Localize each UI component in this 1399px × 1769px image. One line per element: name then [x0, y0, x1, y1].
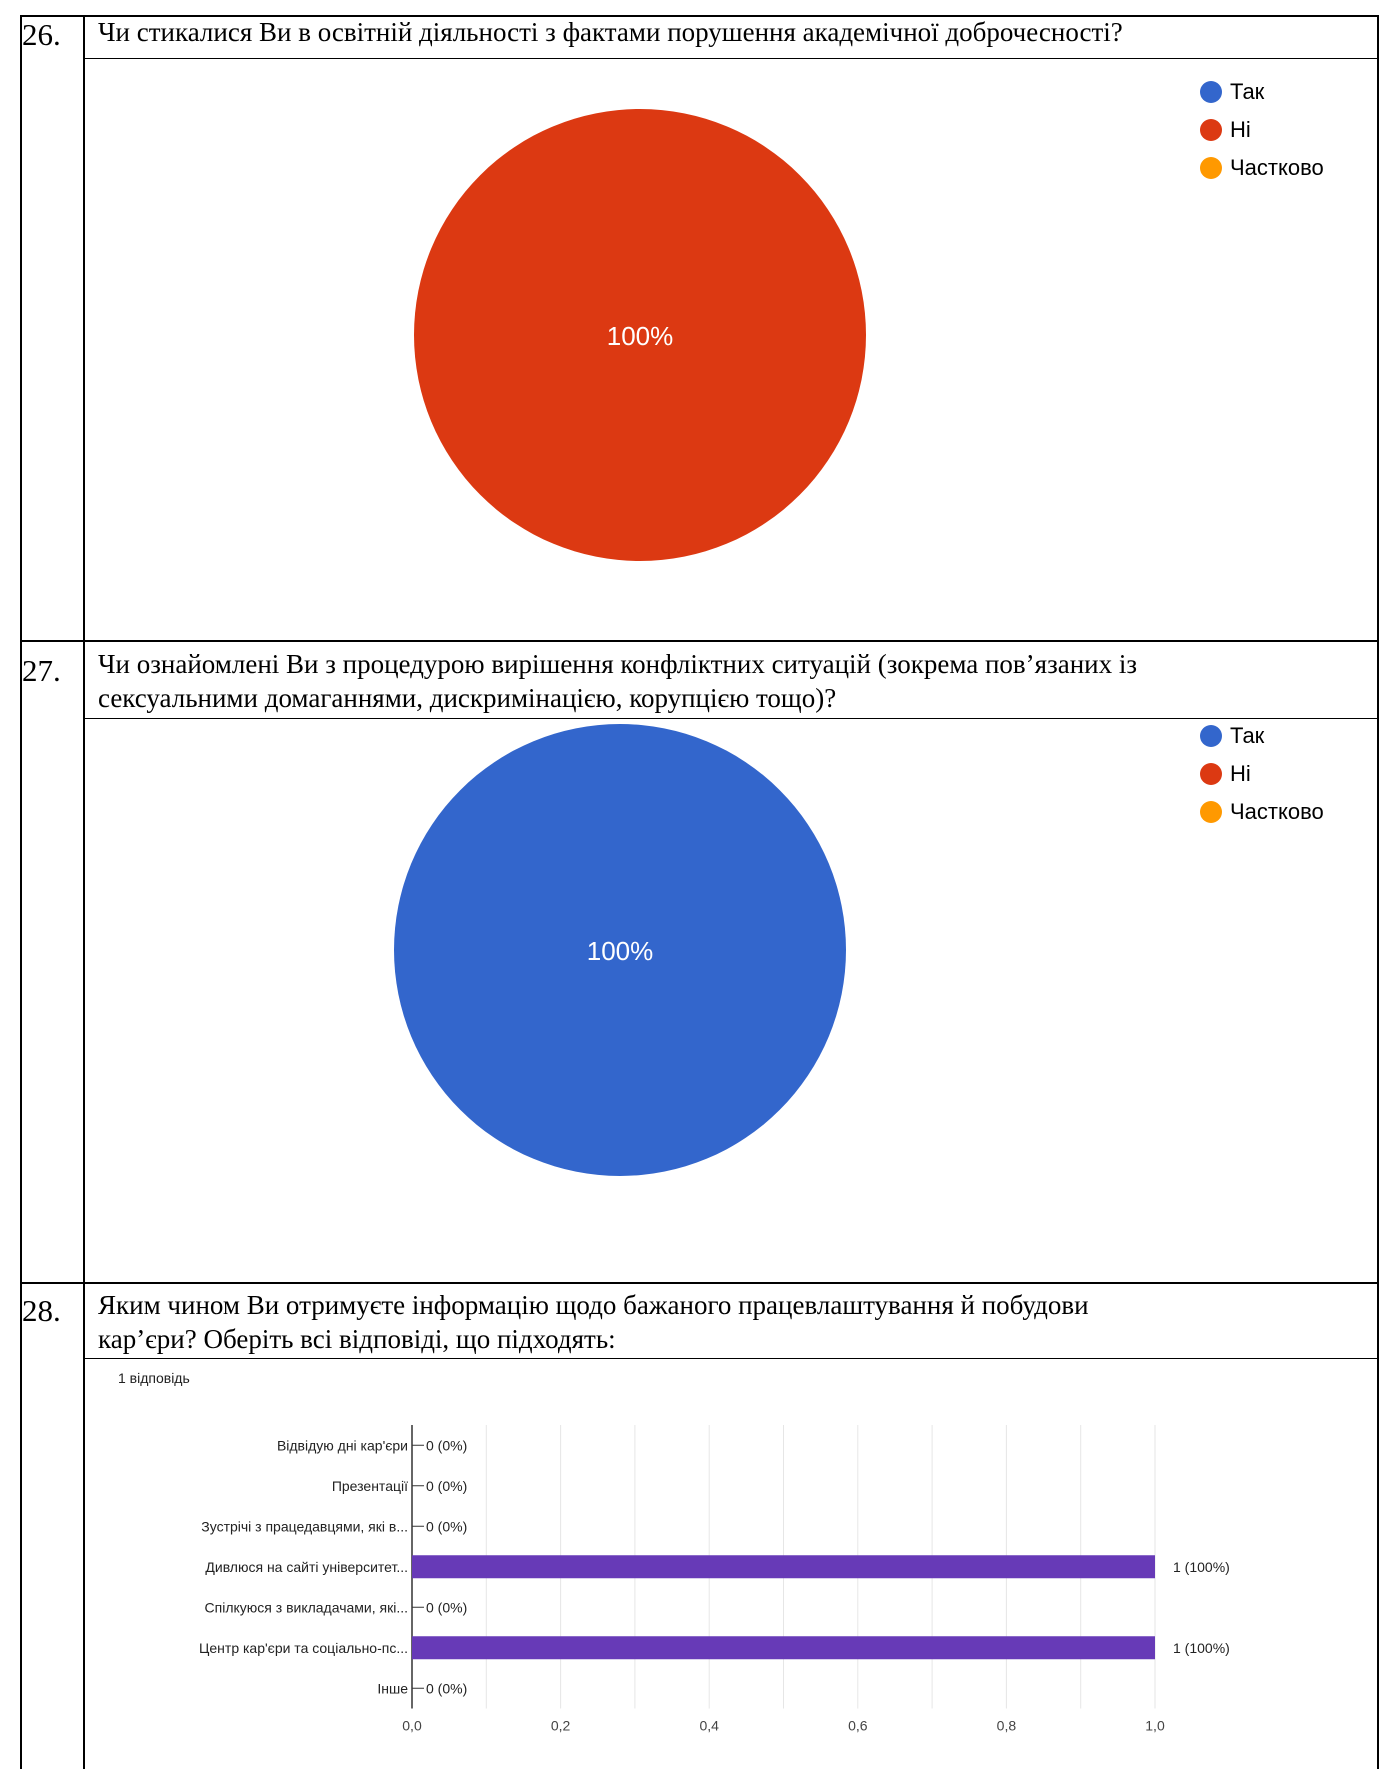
- legend-swatch-orange: [1200, 801, 1222, 823]
- question-text-line-2: сексуальними домаганнями, дискримінацією…: [98, 683, 837, 713]
- legend-27: Так Ні Частково: [1200, 717, 1324, 831]
- legend-label: Так: [1230, 79, 1265, 104]
- legend-swatch-orange: [1200, 157, 1222, 179]
- value-label: 0 (0%): [426, 1478, 467, 1494]
- value-label: 0 (0%): [426, 1680, 467, 1696]
- legend-swatch-red: [1200, 763, 1222, 785]
- category-label: Інше: [377, 1680, 408, 1696]
- pie-slice-tak: [394, 724, 846, 1176]
- legend-item-tak: Так: [1200, 73, 1324, 111]
- question-number: 28.: [22, 1293, 61, 1328]
- legend-label: Частково: [1230, 799, 1324, 824]
- question-text-line-1: Яким чином Ви отримуєте інформацію щодо …: [98, 1290, 1089, 1320]
- x-tick-label: 0,6: [848, 1718, 868, 1734]
- legend-26: Так Ні Частково: [1200, 73, 1324, 187]
- pie-slice-ni: [414, 109, 866, 561]
- x-tick-label: 0,2: [551, 1718, 571, 1734]
- category-label: Спілкуюся з викладачами, які...: [205, 1599, 408, 1615]
- category-label: Відвідую дні кар'єри: [277, 1437, 408, 1453]
- legend-label: Частково: [1230, 155, 1324, 180]
- legend-swatch-red: [1200, 119, 1222, 141]
- legend-swatch-blue: [1200, 81, 1222, 103]
- question-text: Чи стикалися Ви в освітній діяльності з …: [98, 17, 1123, 47]
- category-label: Презентації: [332, 1478, 408, 1494]
- value-label: 0 (0%): [426, 1599, 467, 1615]
- legend-label: Так: [1230, 723, 1265, 748]
- bar-chart-28: 0,0 0,2 0,4 0,6 0,8 1,0 Відвідую дні кар'єри 0 …: [199, 1425, 1230, 1734]
- legend-item-ni: Ні: [1200, 755, 1324, 793]
- x-tick-label: 1,0: [1145, 1718, 1165, 1734]
- question-number: 27.: [22, 653, 61, 688]
- category-label: Зустрічі з працедавцями, які в...: [201, 1518, 408, 1534]
- value-label: 0 (0%): [426, 1437, 467, 1453]
- legend-label: Ні: [1230, 117, 1251, 142]
- table-border-top: [20, 15, 1379, 17]
- legend-item-chastkovo: Частково: [1200, 793, 1324, 831]
- question-number: 26.: [22, 17, 61, 52]
- question-underline-26: [83, 58, 1379, 59]
- pie-slice-label: 100%: [607, 321, 674, 351]
- value-label: 1 (100%): [1173, 1640, 1230, 1656]
- bar: [412, 1636, 1155, 1660]
- pie-slice-label: 100%: [587, 936, 654, 966]
- value-label: 1 (100%): [1173, 1559, 1230, 1575]
- x-tick-label: 0,0: [402, 1718, 422, 1734]
- table-column-divider: [83, 15, 85, 1769]
- bar: [412, 1555, 1155, 1579]
- x-tick-label: 0,4: [699, 1718, 719, 1734]
- pie-chart-27: 100%: [394, 724, 846, 1176]
- row-divider-26: [20, 640, 1379, 642]
- legend-label: Ні: [1230, 761, 1251, 786]
- pie-chart-26: 100%: [414, 109, 866, 561]
- row-divider-27: [20, 1282, 1379, 1284]
- legend-item-chastkovo: Частково: [1200, 149, 1324, 187]
- table-border-left: [20, 15, 22, 1769]
- question-underline-27: [83, 718, 1379, 719]
- x-tick-label: 0,8: [997, 1718, 1017, 1734]
- category-label: Центр кар'єри та соціально-пс...: [199, 1640, 408, 1656]
- table-border-right: [1377, 15, 1379, 1769]
- question-text-line-2: кар’єри? Оберіть всі відповіді, що підхо…: [98, 1324, 616, 1354]
- question-text-line-1: Чи ознайомлені Ви з процедурою вирішення…: [98, 649, 1138, 679]
- responses-count: 1 відповідь: [118, 1370, 190, 1386]
- legend-item-ni: Ні: [1200, 111, 1324, 149]
- legend-swatch-blue: [1200, 725, 1222, 747]
- value-label: 0 (0%): [426, 1518, 467, 1534]
- category-label: Дивлюся на сайті університет...: [205, 1559, 408, 1575]
- question-underline-28: [83, 1358, 1379, 1359]
- legend-item-tak: Так: [1200, 717, 1324, 755]
